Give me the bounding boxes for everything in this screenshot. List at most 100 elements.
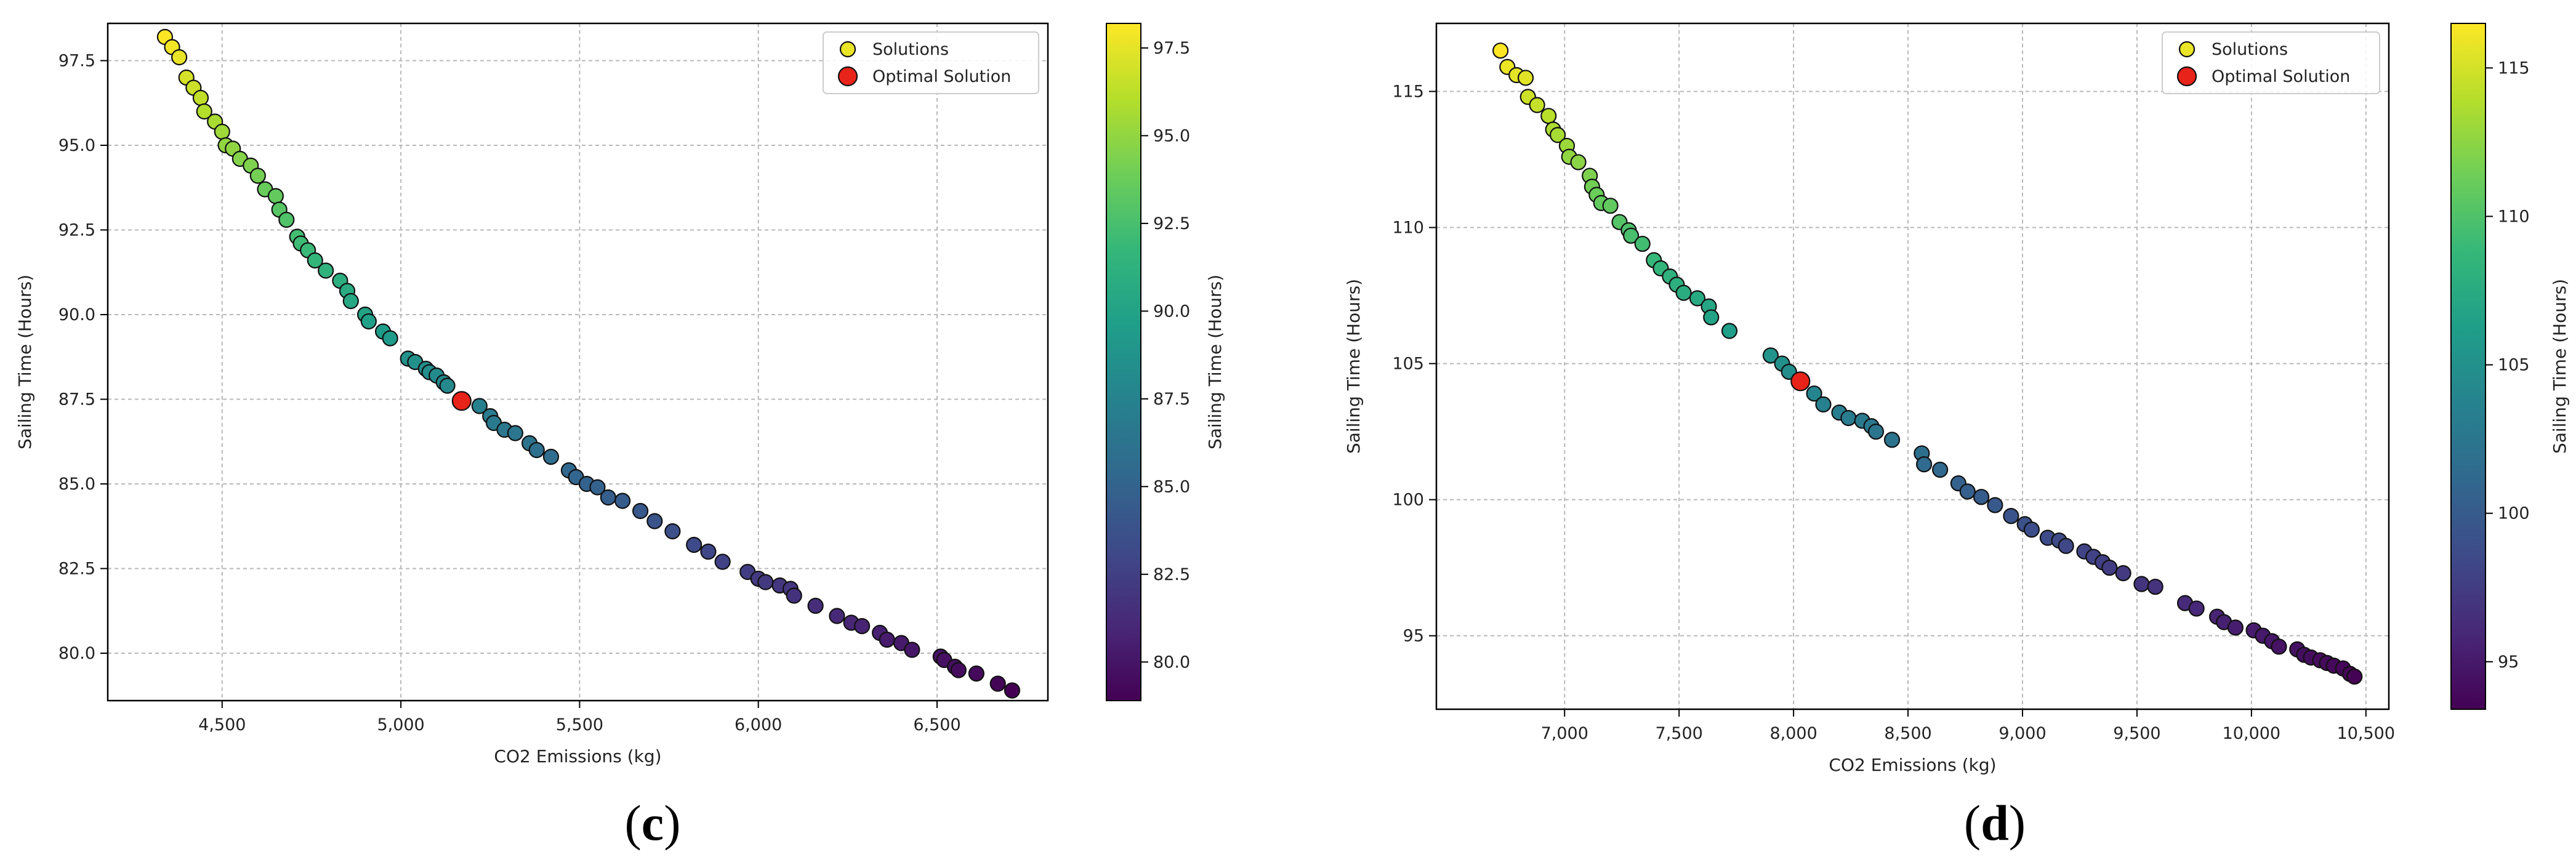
solution-point [1492,42,1509,59]
legend-solutions-label: Solutions [872,40,949,59]
solution-point [1517,70,1534,86]
colorbar-tick-label: 90.0 [1153,302,1190,321]
solution-point [1806,385,1822,402]
solution-point [1987,497,2003,513]
solution-point [2058,537,2074,554]
solution-point [829,608,845,624]
y-tick-label: 82.5 [58,560,95,579]
solution-point [1529,97,1545,113]
y-tick-label: 105 [1392,355,1424,374]
x-tick-label: 6,500 [913,715,960,734]
legend-solutions-marker [839,41,856,58]
solution-point [542,448,560,465]
optimal-solution-point [451,391,472,411]
solution-point [2188,600,2205,617]
colorbar: 95 100 105 110 115 Sailing Time (Hours) [2450,23,2570,710]
legend: Solutions Optimal Solution [823,31,1039,94]
panel-label-c: (c) [624,795,681,851]
legend: Solutions Optimal Solution [2162,31,2380,94]
y-tick-label: 80.0 [58,644,95,663]
solution-point [1815,396,1832,412]
solution-point [1762,347,1779,364]
solution-point [1622,227,1640,244]
x-tick-label: 10,000 [2223,724,2280,743]
solution-point [471,398,488,414]
y-tick-label: 92.5 [58,221,95,240]
y-tick-label: 100 [1392,491,1424,510]
solution-point [2227,619,2244,636]
y-tick-label: 95 [1403,627,1424,646]
colorbar-tick-label: 87.5 [1153,390,1190,409]
solution-point [1959,483,1976,500]
y-tick-label: 95.0 [58,136,95,155]
solution-point [1840,409,1857,427]
solution-point [1540,108,1557,124]
x-axis-label: CO2 Emissions (kg) [1829,755,1996,775]
solution-point [950,662,967,678]
solution-point [1973,489,1990,505]
y-tick-label: 87.5 [58,390,95,409]
solution-point [589,479,606,496]
colorbar-tick-label: 95 [2498,653,2519,672]
legend-optimal-label: Optimal Solution [872,67,1011,86]
legend-optimal-marker [837,66,858,87]
y-tick-label: 110 [1392,219,1424,238]
solution-point [632,502,649,520]
legend-box [823,31,1039,94]
chart-panel-c: 4,500 5,000 5,500 6,000 6,500 80.0 82.5 85.0 87.… [15,22,1225,766]
solution-point [1703,309,1720,326]
colorbar-tick-label: 115 [2498,58,2530,78]
colorbar-tick-label: 105 [2498,356,2530,375]
y-tick-label: 90.0 [58,305,95,324]
colorbar-bar [2450,23,2486,710]
solution-point [318,262,334,279]
legend-box [2162,31,2380,94]
legend-solutions-label: Solutions [2212,40,2288,59]
colorbar-tick-label: 95.0 [1153,126,1190,145]
solution-point [1675,284,1692,301]
colorbar: 80.0 82.5 85.0 87.5 90.0 92.5 95.0 97.5 Sailing … [1106,23,1225,701]
solution-point [1915,456,1933,473]
solution-point [686,536,702,553]
solution-point [2147,578,2163,595]
legend-optimal-label: Optimal Solution [2212,67,2350,86]
solution-point [2003,508,2019,525]
solution-point [646,513,663,529]
solution-point [507,425,523,441]
solution-point [214,123,230,140]
chart-panel-d: 7,000 7,500 8,000 8,500 9,000 9,500 10,000 10,5… [1343,22,2570,775]
solution-point [342,292,359,310]
x-tick-label: 10,500 [2337,724,2395,743]
solution-point [1004,682,1021,699]
panel-label-d: (d) [1963,795,2026,851]
solution-point [904,642,920,658]
y-axis-label: Sailing Time (Hours) [15,275,35,449]
solution-point [192,89,209,107]
colorbar-tick-label: 85.0 [1153,477,1190,496]
solution-point [1689,290,1706,307]
solution-point [2133,576,2150,592]
x-tick-label: 9,000 [1998,724,2046,743]
x-tick-label: 7,500 [1656,724,1703,743]
solution-point [757,574,774,590]
solution-point [1932,461,1949,478]
solution-point [171,49,188,66]
x-tick-label: 8,000 [1769,724,1817,743]
x-tick-label: 5,500 [556,715,603,734]
solution-point [528,441,545,459]
solution-point [1570,154,1587,171]
plot-area [1436,23,2389,709]
solution-point [1883,432,1901,448]
x-tick-label: 4,500 [198,715,246,734]
solution-point [968,665,984,682]
solution-point [700,543,717,560]
x-tick-label: 9,500 [2113,724,2160,743]
y-tick-label: 115 [1392,82,1424,102]
solution-point [807,597,824,614]
solution-point [267,188,284,204]
colorbar-bar [1106,23,1141,701]
colorbar-tick-label: 92.5 [1153,214,1190,233]
solution-point [1634,235,1651,252]
legend-optimal-marker [2176,66,2197,87]
